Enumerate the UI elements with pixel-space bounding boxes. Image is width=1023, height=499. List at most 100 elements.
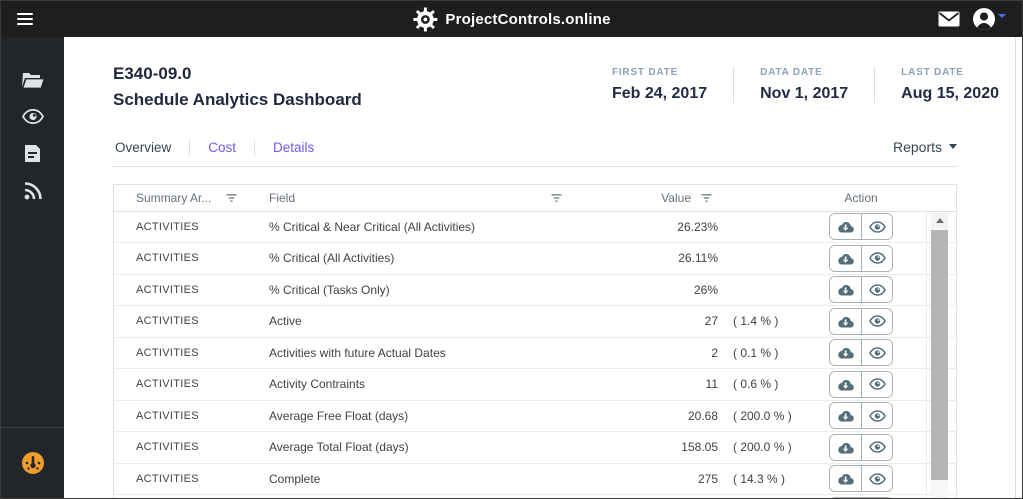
field-cell: Complete bbox=[269, 471, 321, 486]
col-value[interactable]: Value bbox=[661, 190, 691, 205]
sidebar-item-reports[interactable] bbox=[1, 135, 64, 172]
brand: ProjectControls.online bbox=[412, 7, 610, 32]
download-button[interactable] bbox=[830, 466, 861, 492]
sidebar-item-projects[interactable] bbox=[1, 61, 64, 98]
table-row: ACTIVITIES Activities with future Actual… bbox=[114, 337, 956, 370]
field-cell: Average Free Float (days) bbox=[269, 408, 409, 423]
view-button[interactable] bbox=[861, 214, 892, 240]
view-button[interactable] bbox=[861, 466, 892, 492]
filter-icon[interactable] bbox=[226, 193, 237, 203]
eye-icon bbox=[868, 441, 886, 454]
summary-area-cell: ACTIVITIES bbox=[136, 346, 199, 359]
eye-icon bbox=[868, 252, 886, 265]
value-cell: 158.05 bbox=[681, 440, 718, 455]
download-button[interactable] bbox=[830, 245, 861, 271]
col-summary-area[interactable]: Summary Ar... bbox=[136, 190, 212, 205]
field-cell: Activity Contraints bbox=[269, 377, 366, 392]
summary-area-cell: ACTIVITIES bbox=[136, 315, 199, 328]
view-button[interactable] bbox=[861, 403, 892, 429]
table-row: ACTIVITIES Average Free Float (days) 20.… bbox=[114, 400, 956, 433]
action-button-group bbox=[829, 370, 893, 398]
action-button-group bbox=[829, 213, 893, 241]
scrollbar-gutter-cell bbox=[926, 369, 956, 400]
download-button[interactable] bbox=[830, 403, 861, 429]
tab-overview[interactable]: Overview bbox=[113, 139, 191, 155]
summary-area-cell: ACTIVITIES bbox=[136, 378, 199, 391]
summary-area-cell: ACTIVITIES bbox=[136, 283, 199, 296]
view-button[interactable] bbox=[861, 340, 892, 366]
download-button[interactable] bbox=[830, 340, 861, 366]
scrollbar-up-button[interactable] bbox=[931, 212, 948, 228]
cloud-download-icon bbox=[838, 411, 854, 422]
sidebar-item-feed[interactable] bbox=[1, 172, 64, 209]
view-button[interactable] bbox=[861, 308, 892, 334]
eye-icon bbox=[868, 315, 886, 328]
table-header: Summary Ar... Field Va bbox=[114, 185, 956, 212]
account-menu[interactable] bbox=[972, 7, 1006, 31]
user-avatar-icon bbox=[973, 8, 995, 30]
filter-icon[interactable] bbox=[551, 193, 562, 203]
action-button-group bbox=[829, 433, 893, 461]
reports-dropdown[interactable]: Reports bbox=[893, 139, 957, 155]
reports-caret-icon bbox=[949, 144, 957, 150]
download-button[interactable] bbox=[830, 497, 861, 498]
field-cell: Active bbox=[269, 314, 302, 329]
tabs: Overview Cost Details bbox=[113, 139, 332, 155]
cloud-download-icon bbox=[838, 379, 854, 391]
sidebar-item-watch[interactable] bbox=[1, 98, 64, 135]
action-button-group bbox=[829, 402, 893, 430]
menu-hamburger-icon[interactable] bbox=[17, 13, 33, 25]
action-cell bbox=[796, 370, 926, 398]
action-cell bbox=[796, 276, 926, 304]
table-row: ACTIVITIES % Critical (Tasks Only) 26% bbox=[114, 274, 956, 307]
tab-cost[interactable]: Cost bbox=[190, 139, 256, 155]
action-cell bbox=[796, 496, 926, 498]
date-summary: FIRST DATE Feb 24, 2017 DATA DATE Nov 1,… bbox=[586, 67, 999, 103]
cloud-download-icon bbox=[838, 222, 854, 233]
sidebar-divider bbox=[1, 427, 64, 428]
scrollbar-gutter-cell bbox=[926, 337, 956, 369]
table-row: ACTIVITIES Active 27 ( 1.4 % ) bbox=[114, 306, 956, 338]
filter-icon[interactable] bbox=[701, 193, 712, 203]
table-row: ACTIVITIES Complete 275 ( 14.3 % ) bbox=[114, 463, 956, 496]
action-cell bbox=[796, 433, 926, 461]
view-button[interactable] bbox=[861, 371, 892, 397]
eye-icon bbox=[868, 347, 886, 359]
last-date-block: LAST DATE Aug 15, 2020 bbox=[874, 67, 999, 103]
view-button[interactable] bbox=[861, 434, 892, 460]
rss-icon bbox=[24, 181, 42, 199]
action-cell bbox=[796, 465, 926, 493]
action-button-group bbox=[829, 276, 893, 304]
table-row bbox=[114, 495, 956, 498]
document-icon bbox=[25, 145, 40, 162]
account-caret-icon bbox=[998, 14, 1006, 18]
action-cell bbox=[796, 307, 926, 335]
eye-icon bbox=[21, 109, 44, 124]
download-button[interactable] bbox=[830, 371, 861, 397]
gear-logo-icon bbox=[412, 7, 437, 31]
tab-details[interactable]: Details bbox=[273, 139, 315, 155]
table-scrollbar[interactable] bbox=[931, 212, 948, 498]
scrollbar-thumb[interactable] bbox=[931, 229, 948, 480]
download-button[interactable] bbox=[830, 434, 861, 460]
mail-icon[interactable] bbox=[938, 11, 960, 27]
summary-area-cell: ACTIVITIES bbox=[136, 252, 199, 265]
view-button[interactable] bbox=[861, 245, 892, 271]
analytics-table: Summary Ar... Field Va bbox=[113, 183, 957, 498]
action-cell bbox=[796, 339, 926, 367]
value-percent-cell: ( 200.0 % ) bbox=[733, 408, 792, 423]
field-cell: % Critical (All Activities) bbox=[269, 251, 395, 266]
download-button[interactable] bbox=[830, 308, 861, 334]
sidebar-item-dashboard[interactable] bbox=[1, 445, 64, 482]
summary-area-cell: ACTIVITIES bbox=[136, 409, 199, 422]
col-field[interactable]: Field bbox=[269, 190, 296, 205]
value-cell: 11 bbox=[705, 377, 718, 392]
view-button[interactable] bbox=[861, 277, 892, 303]
download-button[interactable] bbox=[830, 214, 861, 240]
download-button[interactable] bbox=[830, 277, 861, 303]
scrollbar-gutter-cell bbox=[926, 306, 956, 337]
reports-label: Reports bbox=[892, 138, 942, 155]
view-button[interactable] bbox=[861, 497, 892, 498]
value-cell: 26% bbox=[693, 282, 718, 297]
eye-icon bbox=[868, 410, 886, 422]
